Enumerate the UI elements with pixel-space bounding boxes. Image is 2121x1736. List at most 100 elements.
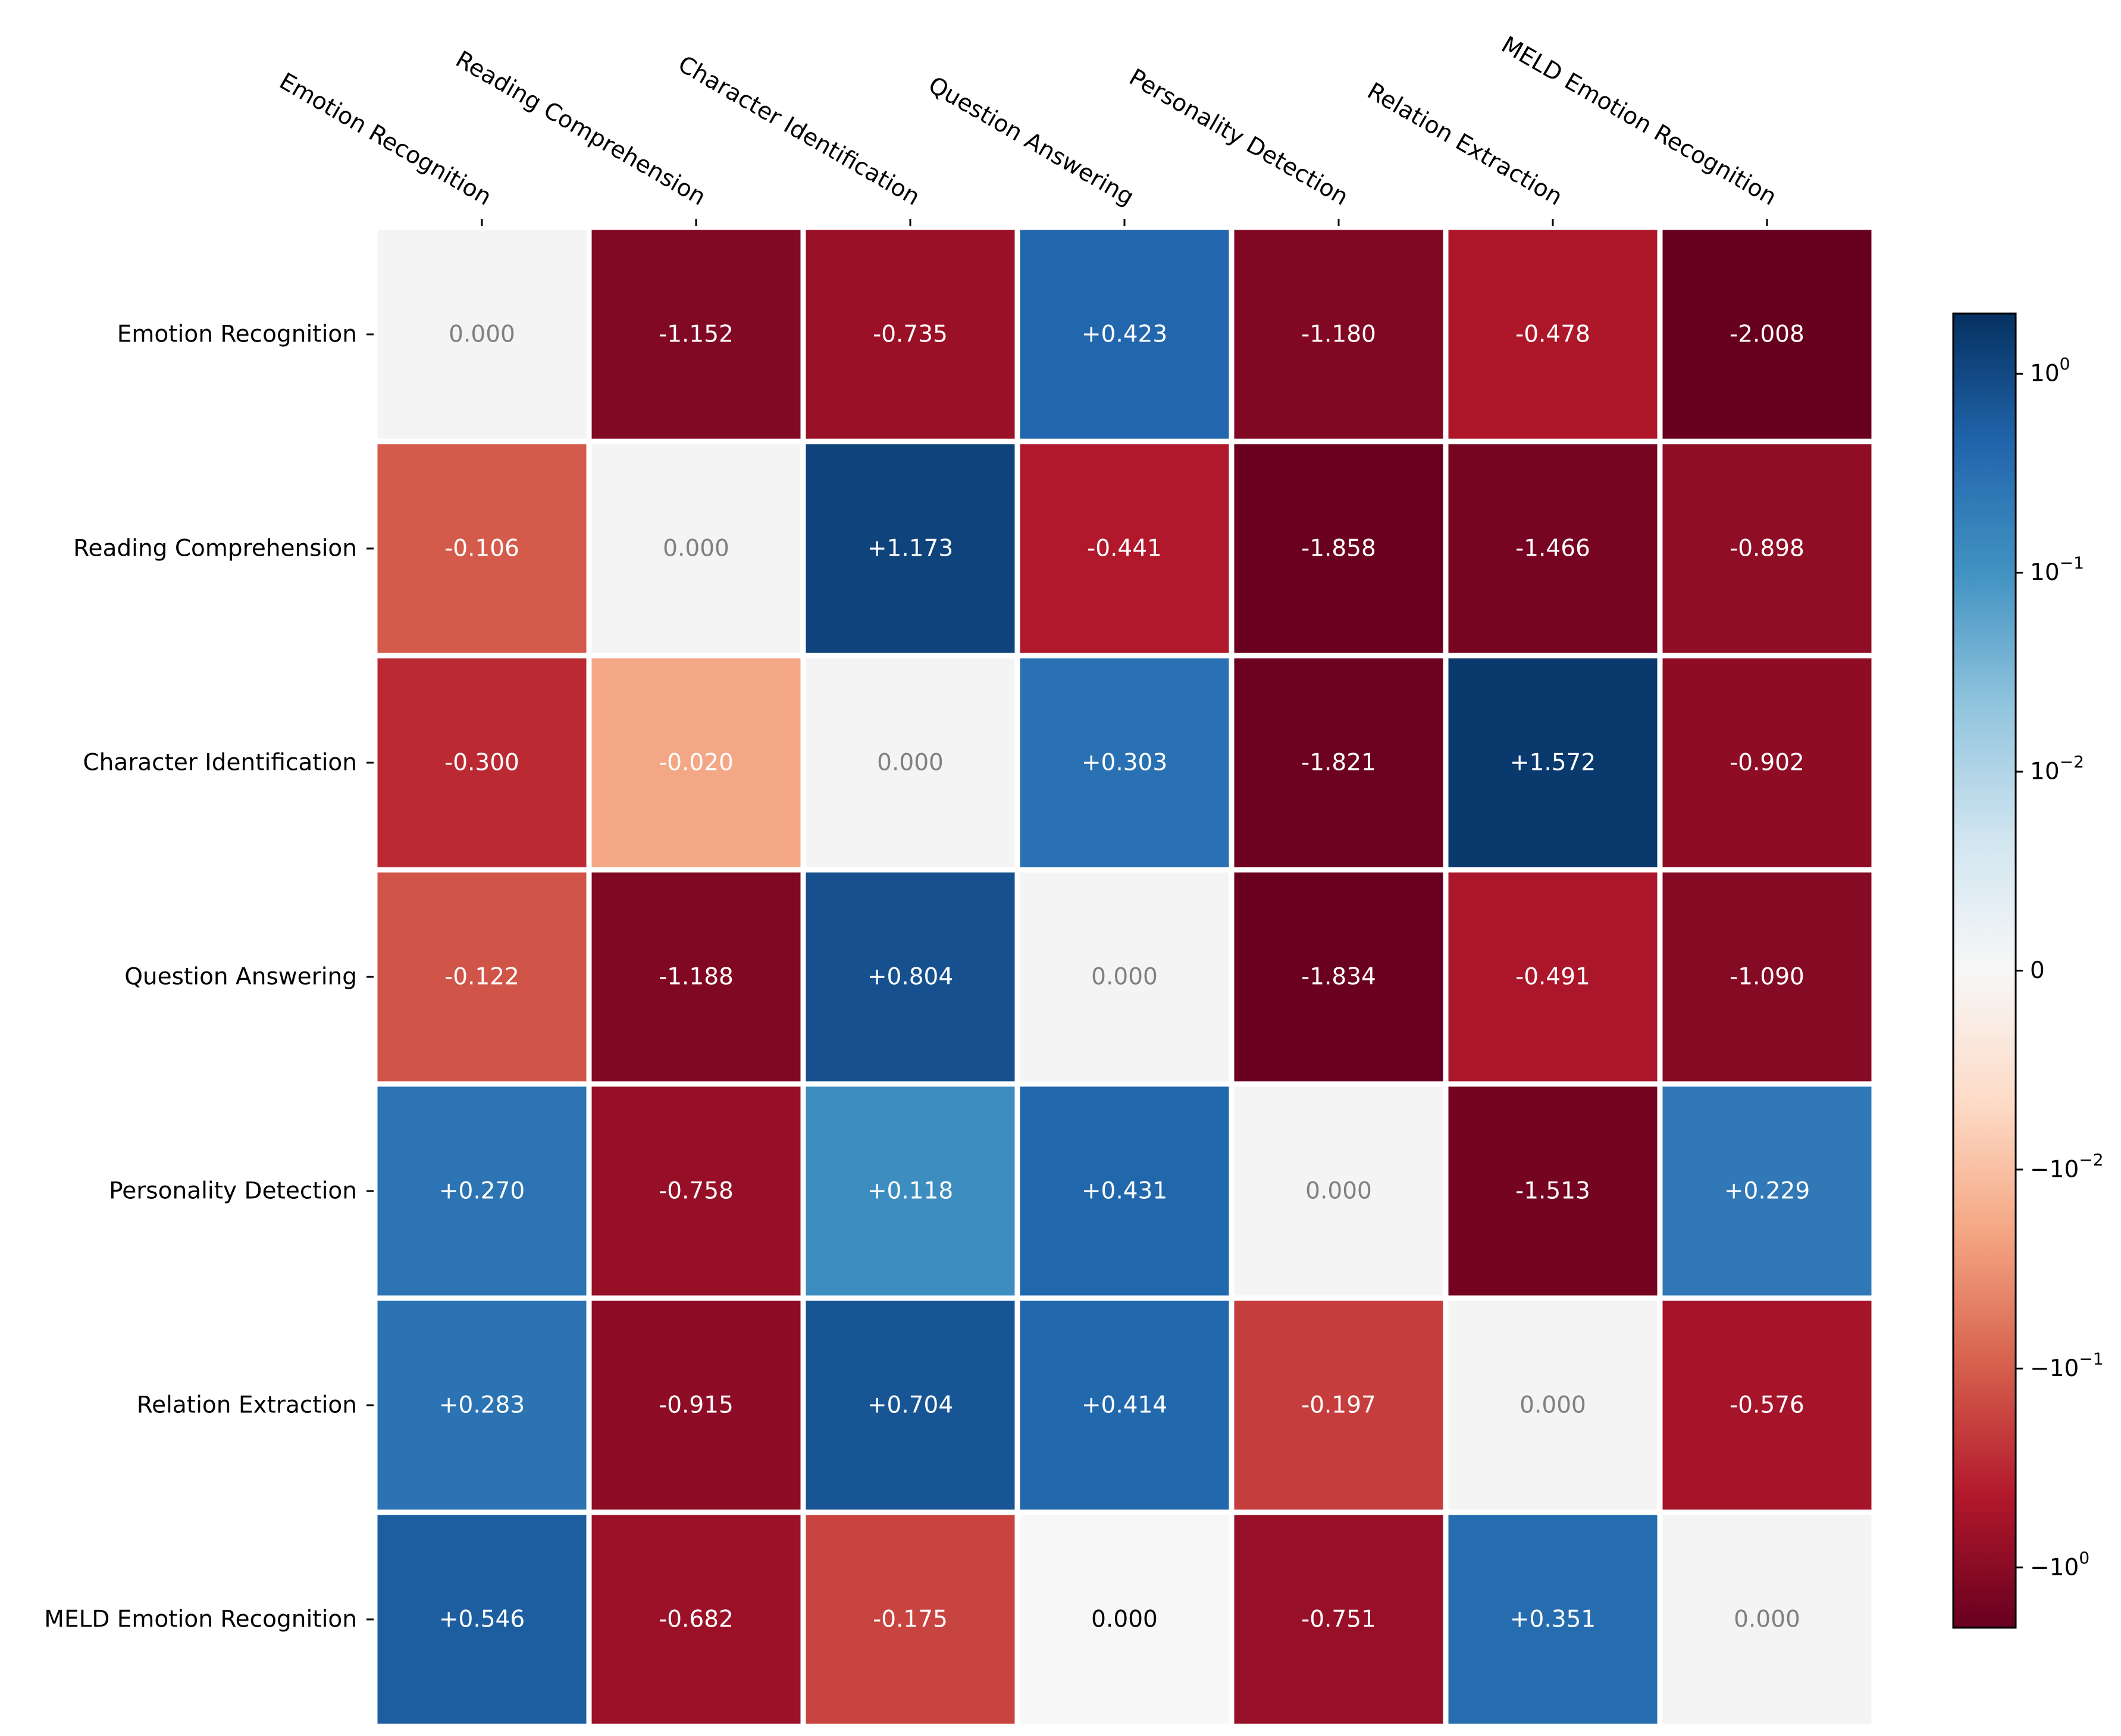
cell-label-0-1: -1.152: [659, 321, 734, 348]
cell-label-4-4: 0.000: [1305, 1178, 1372, 1205]
column-label-question-answering: Question Answering: [924, 71, 1139, 211]
cell-label-1-6: -0.898: [1730, 535, 1804, 562]
cell-label-2-6: -0.902: [1730, 750, 1804, 776]
heatmap-cell-3-4: [1234, 872, 1443, 1082]
cell-label-3-1: -1.188: [659, 964, 734, 991]
cell-label-3-0: -0.122: [444, 964, 519, 991]
colorbar-tick-label-4: −10−2: [2030, 1149, 2104, 1183]
cell-label-6-6: 0.000: [1734, 1606, 1800, 1633]
cell-label-6-5: +0.351: [1510, 1606, 1596, 1633]
heatmap-cell-4-0: [377, 1086, 587, 1296]
heatmap-cell-3-6: [1662, 872, 1872, 1082]
cell-label-4-6: +0.229: [1724, 1178, 1810, 1205]
colorbar-gradient: [1952, 312, 2017, 1629]
colorbar-tick-label-2: 10−2: [2030, 752, 2084, 785]
cell-label-4-2: +0.118: [867, 1178, 953, 1205]
cell-label-6-3: 0.000: [1091, 1606, 1158, 1633]
cell-label-3-5: -0.491: [1515, 964, 1590, 991]
heatmap-cell-0-1: [591, 230, 801, 439]
cell-label-6-2: -0.175: [873, 1606, 948, 1633]
heatmap-cell-3-0: [377, 872, 587, 1082]
heatmap-cell-6-0: [377, 1515, 587, 1724]
cell-label-6-0: +0.546: [439, 1606, 525, 1633]
column-label-personality-detection: Personality Detection: [1124, 64, 1353, 211]
heatmap-cell-0-0: [377, 230, 587, 439]
heatmap-cell-1-0: [377, 444, 587, 653]
cell-label-6-1: -0.682: [659, 1606, 734, 1633]
cell-label-1-0: -0.106: [444, 535, 519, 562]
cell-label-2-0: -0.300: [444, 750, 519, 776]
cell-label-0-6: -2.008: [1730, 321, 1804, 348]
heatmap-cells: 0.000 -1.152 -0.735 +0.423 -1.180 -0.478 -2.00…: [377, 230, 1872, 1724]
cell-label-2-5: +1.572: [1510, 750, 1596, 776]
heatmap-cell-2-1: [591, 658, 801, 867]
heatmap-cell-6-1: [591, 1515, 801, 1724]
column-label-emotion-recognition: Emotion Recognition: [275, 68, 496, 211]
cell-label-4-5: -1.513: [1515, 1178, 1590, 1205]
colorbar-tick-label-3: 0: [2030, 957, 2045, 984]
cell-label-0-2: -0.735: [873, 321, 948, 348]
colorbar-tick-label-5: −10−1: [2030, 1349, 2104, 1382]
row-label-question-answering: Question Answering: [124, 964, 357, 991]
heatmap-cell-1-6: [1662, 444, 1872, 653]
cell-label-5-3: +0.414: [1082, 1392, 1167, 1419]
row-label-reading-comprehension: Reading Comprehension: [73, 535, 357, 562]
heatmap-cell-2-4: [1234, 658, 1443, 867]
heatmap-cell-6-6: [1662, 1515, 1872, 1724]
heatmap-cell-6-3: [1020, 1515, 1229, 1724]
row-label-relation-extraction: Relation Extraction: [137, 1392, 357, 1419]
heatmap-cell-4-4: [1234, 1086, 1443, 1296]
heatmap-cell-4-1: [591, 1086, 801, 1296]
colorbar-tick-label-0: 100: [2030, 354, 2070, 387]
cell-label-3-4: -1.834: [1301, 964, 1376, 991]
cell-label-5-4: -0.197: [1301, 1392, 1376, 1419]
cell-label-5-5: 0.000: [1520, 1392, 1586, 1419]
heatmap-cell-2-0: [377, 658, 587, 867]
cell-label-5-6: -0.576: [1730, 1392, 1804, 1419]
cell-label-2-1: -0.020: [659, 750, 734, 776]
heatmap-cell-4-6: [1662, 1086, 1872, 1296]
cell-label-4-1: -0.758: [659, 1178, 734, 1205]
cell-label-0-5: -0.478: [1515, 321, 1590, 348]
row-label-personality-detection: Personality Detection: [109, 1178, 357, 1205]
heatmap-cell-0-3: [1020, 230, 1229, 439]
heatmap-cell-2-2: [806, 658, 1015, 867]
row-label-meld-emotion-recognition: MELD Emotion Recognition: [44, 1606, 357, 1633]
heatmap-cell-5-0: [377, 1301, 587, 1510]
row-label-emotion-recognition: Emotion Recognition: [117, 321, 357, 348]
heatmap-cell-5-1: [591, 1301, 801, 1510]
row-labels: Emotion Recognition Reading Comprehension…: [44, 321, 374, 1633]
cell-label-5-1: -0.915: [659, 1392, 734, 1419]
colorbar: 100 10−1 10−2 0 −10−2 −10−1 −100: [1952, 312, 2104, 1629]
colorbar-tick-label-6: −100: [2030, 1547, 2089, 1581]
colorbar-tick-label-1: 10−1: [2030, 553, 2084, 586]
heatmap-cell-1-5: [1448, 444, 1658, 653]
heatmap-cell-3-2: [806, 872, 1015, 1082]
heatmap-cell-0-6: [1662, 230, 1872, 439]
column-label-relation-extraction: Relation Extraction: [1362, 78, 1567, 211]
heatmap-cell-1-3: [1020, 444, 1229, 653]
heatmap-cell-1-2: [806, 444, 1015, 653]
cell-label-1-3: -0.441: [1087, 535, 1162, 562]
cell-label-4-3: +0.431: [1082, 1178, 1167, 1205]
row-label-character-identification: Character Identification: [83, 750, 357, 776]
heatmap-cell-6-2: [806, 1515, 1015, 1724]
cell-label-0-3: +0.423: [1082, 321, 1167, 348]
cell-label-2-4: -1.821: [1301, 750, 1376, 776]
heatmap-cell-5-5: [1448, 1301, 1658, 1510]
column-label-character-identification: Character Identification: [673, 51, 924, 211]
heatmap-cell-4-2: [806, 1086, 1015, 1296]
cell-label-5-0: +0.283: [439, 1392, 525, 1419]
cell-label-2-3: +0.303: [1082, 750, 1167, 776]
heatmap-cell-0-4: [1234, 230, 1443, 439]
heatmap-cell-6-4: [1234, 1515, 1443, 1724]
cell-label-3-3: 0.000: [1091, 964, 1158, 991]
heatmap-cell-2-6: [1662, 658, 1872, 867]
cell-label-3-6: -1.090: [1730, 964, 1804, 991]
heatmap-cell-2-5: [1448, 658, 1658, 867]
cell-label-0-0: 0.000: [449, 321, 515, 348]
heatmap-cell-5-3: [1020, 1301, 1229, 1510]
